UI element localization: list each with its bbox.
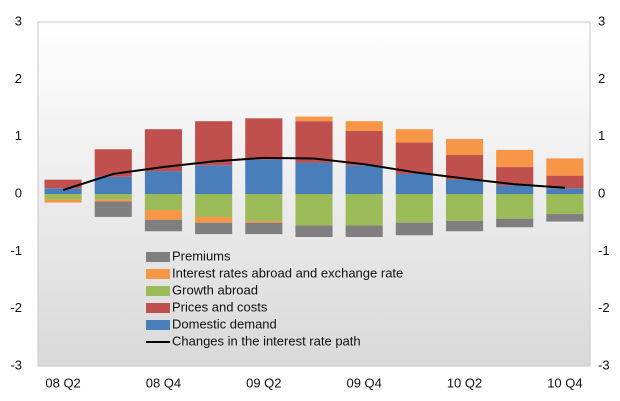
bar-segment: [395, 129, 433, 143]
bar-segment: [94, 201, 132, 217]
bar-segment: [44, 194, 82, 200]
bar-segment: [345, 194, 383, 226]
y2-tick-label: 1: [598, 128, 605, 143]
x-tick-label: 09 Q2: [246, 375, 281, 390]
legend-label: Changes in the interest rate path: [172, 333, 361, 348]
bar-segment: [44, 179, 82, 189]
bar-segment: [445, 220, 484, 232]
line-series: [62, 156, 565, 191]
bar-segment: [445, 179, 484, 194]
bar-segment: [546, 214, 584, 222]
y-tick-label: -3: [10, 357, 22, 372]
bar-segment: [395, 142, 433, 174]
bar-segment: [395, 222, 433, 236]
bar-segment: [295, 194, 333, 226]
y2-tick-label: -3: [598, 357, 610, 372]
bar-segment: [395, 194, 433, 223]
bar-segment: [144, 219, 183, 232]
legend-label: Domestic demand: [172, 316, 277, 331]
bar-segment: [496, 167, 534, 186]
legend-swatch: [146, 269, 170, 279]
x-tick-label: 09 Q4: [346, 375, 381, 390]
y-tick-label: -2: [10, 300, 22, 315]
bar-segment: [195, 165, 233, 194]
bar-segment: [195, 222, 233, 235]
bar-segment: [345, 130, 383, 166]
bar-segment: [245, 222, 283, 235]
bar-segment: [295, 225, 333, 237]
legend-swatch: [146, 320, 170, 330]
bar-segment: [496, 149, 534, 168]
bar-segment: [195, 121, 233, 166]
bar-segment: [496, 194, 534, 219]
bar-segment: [94, 194, 132, 200]
y-tick-label: -1: [10, 243, 22, 258]
bar-segment: [295, 121, 333, 163]
y2-tick-label: -2: [598, 300, 610, 315]
y2-tick-label: 3: [598, 13, 605, 28]
bar-segment: [144, 171, 183, 194]
bar-segment: [546, 175, 584, 189]
bar-segment: [94, 199, 132, 202]
y-tick-label: 1: [15, 128, 22, 143]
bar-segment: [44, 188, 82, 194]
bar-segment: [245, 118, 283, 160]
x-tick-label: 08 Q4: [146, 375, 181, 390]
bar-segment: [496, 185, 534, 194]
legend-swatch: [146, 252, 170, 262]
bar-segment: [144, 194, 183, 211]
bar-segment: [245, 220, 283, 223]
bar-segment: [295, 162, 333, 194]
bar-segment: [345, 165, 383, 194]
bar-segment: [195, 194, 233, 217]
bar-segment: [44, 199, 82, 203]
legend-swatch: [146, 286, 170, 296]
bar-segment: [195, 216, 233, 223]
legend-label: Prices and costs: [172, 299, 268, 314]
bar-segment: [445, 138, 484, 156]
bar-segment: [245, 159, 283, 194]
x-tick-label: 10 Q2: [447, 375, 482, 390]
bar-segment: [144, 210, 183, 220]
x-tick-label: 08 Q2: [45, 375, 80, 390]
legend-label: Premiums: [172, 248, 231, 263]
y-tick-label: 0: [15, 185, 22, 200]
y2-tick-label: 2: [598, 71, 605, 86]
bar-segment: [345, 121, 383, 131]
x-tick-label: 10 Q4: [547, 375, 582, 390]
bar-segment: [245, 194, 283, 221]
legend-label: Interest rates abroad and exchange rate: [172, 265, 403, 280]
bar-segment: [295, 116, 333, 122]
bar-segment: [395, 173, 433, 194]
bar-segment: [546, 188, 584, 194]
bar-segment: [496, 218, 534, 228]
bar-segment: [546, 194, 584, 215]
bar-segment: [144, 129, 183, 172]
legend-label: Growth abroad: [172, 282, 258, 297]
bar-segment: [445, 155, 484, 180]
bar-segment: [445, 194, 484, 221]
legend-swatch: [146, 303, 170, 313]
y-tick-label: 2: [15, 71, 22, 86]
y2-tick-label: -1: [598, 243, 610, 258]
bar-segment: [94, 176, 132, 194]
y2-tick-label: 0: [598, 185, 605, 200]
y-tick-label: 3: [15, 13, 22, 28]
bar-segment: [546, 158, 584, 176]
bar-segment: [345, 225, 383, 237]
